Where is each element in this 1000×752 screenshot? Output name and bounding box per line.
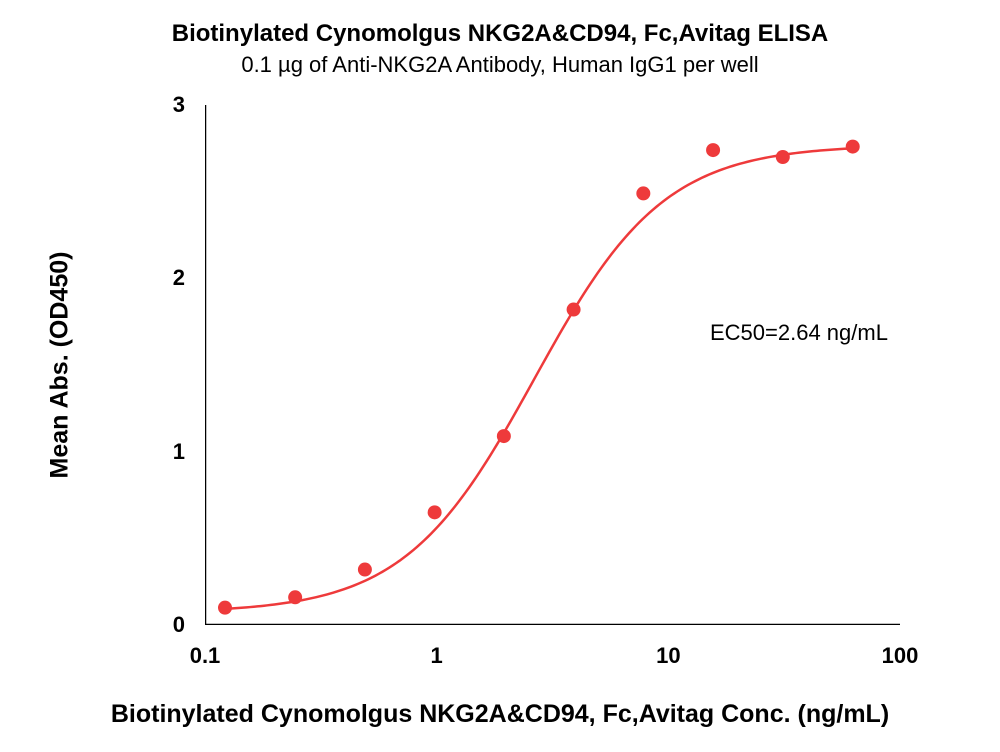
chart-subtitle: 0.1 µg of Anti-NKG2A Antibody, Human IgG… [0, 52, 1000, 78]
y-tick-label: 1 [173, 439, 185, 465]
x-axis-label: Biotinylated Cynomolgus NKG2A&CD94, Fc,A… [0, 700, 1000, 729]
x-tick-label: 100 [878, 643, 922, 669]
plot-area [205, 105, 900, 625]
chart-title: Biotinylated Cynomolgus NKG2A&CD94, Fc,A… [0, 20, 1000, 48]
ec50-annotation: EC50=2.64 ng/mL [710, 320, 888, 346]
x-tick-label: 10 [646, 643, 690, 669]
chart-svg [205, 105, 900, 625]
y-tick-label: 0 [173, 612, 185, 638]
y-tick-label: 3 [173, 92, 185, 118]
title-block: Biotinylated Cynomolgus NKG2A&CD94, Fc,A… [0, 20, 1000, 78]
x-tick-label: 0.1 [183, 643, 227, 669]
y-tick-label: 2 [173, 265, 185, 291]
y-axis-label: Mean Abs. (OD450) [46, 252, 75, 479]
x-tick-label: 1 [415, 643, 459, 669]
chart-container: Biotinylated Cynomolgus NKG2A&CD94, Fc,A… [0, 0, 1000, 752]
